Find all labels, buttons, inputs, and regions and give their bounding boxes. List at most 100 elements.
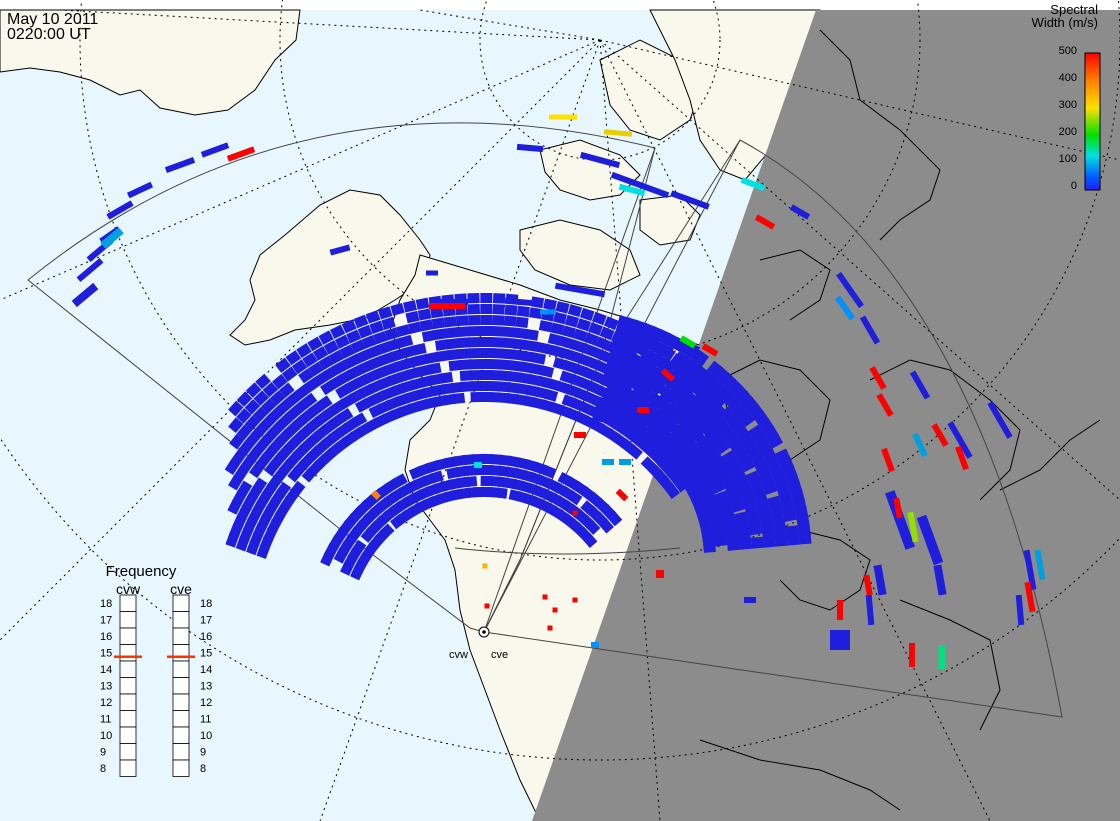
echo-cell	[312, 346, 329, 361]
frequency-west-tick: 15	[100, 648, 112, 660]
echo-cell	[224, 459, 240, 475]
echo-cell	[314, 370, 330, 386]
echo-cell	[696, 434, 713, 451]
echo-cell	[588, 322, 603, 336]
frequency-cell	[172, 759, 190, 777]
echo-cell	[543, 298, 557, 311]
echo-cell	[228, 417, 244, 434]
frequency-cell	[172, 611, 190, 629]
echo-cell	[725, 377, 743, 395]
echo-cell	[738, 537, 752, 550]
echo-cell	[404, 356, 419, 369]
colorbar-title-line2: Width (m/s)	[1032, 15, 1098, 30]
echo-cell	[479, 347, 492, 359]
echo-cell	[685, 374, 702, 391]
echo-cell	[782, 508, 797, 522]
frequency-west-tick: 18	[100, 598, 112, 610]
frequency-cell	[172, 693, 190, 711]
echo-cell	[244, 415, 260, 432]
echo-cell	[260, 414, 276, 430]
echo-cell	[550, 322, 565, 336]
echo-cell	[458, 359, 472, 371]
frequency-cell	[119, 726, 137, 744]
echo-cell	[380, 351, 395, 366]
echo-cell	[405, 310, 420, 324]
echo-cell	[573, 328, 588, 342]
echo-cell	[460, 381, 474, 393]
echo-cell	[337, 408, 354, 423]
echo-cell	[552, 357, 568, 370]
echo-cell	[543, 388, 559, 402]
echo-cell	[656, 412, 673, 430]
echo-cell	[581, 532, 598, 548]
echo-cell	[532, 352, 547, 365]
echo-cell	[561, 325, 577, 339]
echo-cell	[754, 214, 776, 230]
echo-cell	[231, 449, 247, 466]
echo-cell	[665, 389, 682, 406]
echo-cell	[468, 336, 482, 348]
echo-cell	[426, 270, 438, 276]
echo-cell	[439, 371, 454, 384]
echo-cell	[501, 337, 515, 349]
echo-cell	[542, 594, 548, 600]
echo-cell	[474, 462, 482, 468]
echo-cell	[748, 522, 763, 536]
colorbar-tick-label: 400	[1059, 72, 1077, 84]
echo-cell	[427, 362, 442, 375]
echo-cell	[491, 315, 505, 326]
frequency-west-tick: 12	[100, 697, 112, 709]
echo-cell	[786, 533, 800, 546]
frequency-cell	[119, 759, 137, 777]
echo-cell	[334, 334, 350, 349]
echo-cell	[484, 603, 490, 609]
echo-cell	[415, 353, 430, 367]
fov-west-outline	[27, 122, 656, 633]
echo-cell	[566, 349, 581, 363]
echo-cell	[390, 302, 405, 316]
echo-cell	[837, 600, 843, 620]
echo-cell	[329, 374, 345, 390]
echo-cell	[489, 359, 503, 370]
echo-cell	[403, 300, 417, 313]
echo-cell	[323, 340, 340, 355]
echo-cell	[253, 390, 270, 406]
echo-cell	[591, 311, 607, 326]
frequency-cell	[172, 743, 190, 761]
echo-cell	[733, 404, 750, 421]
frequency-east-tick: 18	[200, 598, 212, 610]
echo-cell	[584, 332, 600, 346]
echo-cell	[511, 349, 525, 361]
echo-cell	[373, 331, 388, 345]
echo-cell	[419, 319, 434, 332]
echo-cell	[281, 366, 298, 382]
echo-cell	[290, 480, 306, 497]
echo-cell	[669, 407, 686, 424]
echo-cell	[706, 360, 723, 377]
echo-cell	[236, 424, 252, 441]
echo-cell	[835, 295, 855, 321]
echo-cell	[724, 412, 741, 429]
echo-cell	[534, 341, 549, 354]
echo-cell	[245, 431, 261, 448]
echo-cell	[715, 419, 732, 436]
echo-cell	[679, 335, 697, 349]
echo-cell	[236, 408, 252, 424]
echo-cell	[931, 423, 949, 447]
echo-cell	[307, 336, 323, 352]
echo-layer	[71, 114, 1046, 669]
echo-cell	[528, 307, 543, 320]
frequency-east-tick: 17	[200, 615, 212, 627]
echo-cell	[738, 411, 755, 428]
echo-cell	[373, 365, 389, 380]
echo-cell	[504, 304, 518, 316]
echo-cell	[767, 433, 784, 449]
echo-cell	[703, 389, 720, 406]
echo-cell	[912, 432, 928, 458]
echo-cell	[587, 356, 602, 371]
echo-cell	[648, 378, 664, 395]
echo-cell	[595, 336, 611, 351]
echo-cell	[316, 395, 333, 411]
echo-cell	[100, 227, 124, 249]
echo-cell	[480, 292, 493, 304]
